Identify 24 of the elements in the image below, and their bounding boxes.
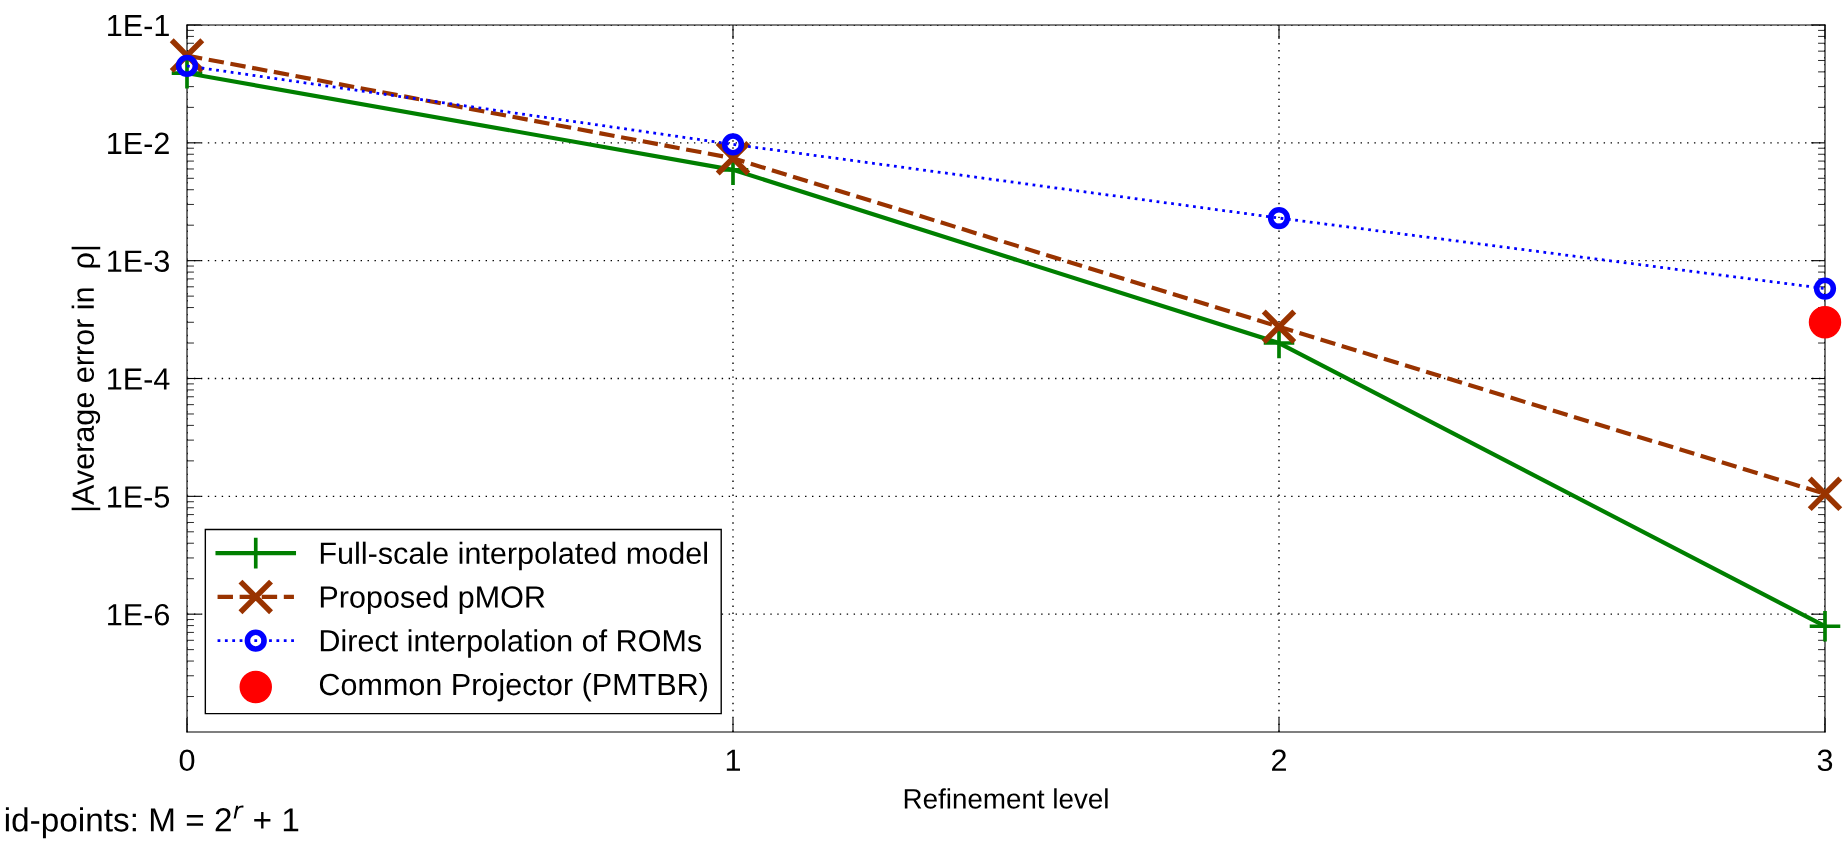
x-tick-label: 0 (179, 749, 195, 772)
legend-label: Full-scale interpolated model (320, 541, 707, 571)
point (1809, 610, 1841, 642)
x-tick-label: 2 (1272, 749, 1286, 771)
legend-label: Direct interpolation of ROMs (320, 629, 702, 658)
legend-label: Common Projector (PMTBR) (319, 672, 707, 702)
point (1806, 475, 1844, 512)
y-tick-label: 1E-3 (108, 250, 169, 273)
x-tick-label: 3 (1817, 749, 1833, 772)
x-axis-title: Refinement level (904, 788, 1108, 809)
point (1813, 277, 1837, 300)
y-axis-title: |Average error in ρ| (71, 246, 101, 511)
y-tick-label: 1E-2 (108, 132, 169, 154)
y-tick-label: 1E-1 (108, 15, 169, 37)
y-tick-label: 1E-5 (108, 486, 170, 508)
y-tick-label: 1E-4 (108, 368, 170, 390)
point (1808, 306, 1842, 339)
point (1260, 308, 1298, 345)
y-tick-label: 1E-6 (108, 603, 169, 626)
point (721, 133, 745, 156)
legend-label: Proposed pMOR (320, 585, 545, 614)
text: id-points: M = 2$^{r}$ + 1 (5, 805, 299, 839)
point (1267, 206, 1291, 230)
x-tick-label: 1 (726, 749, 741, 771)
